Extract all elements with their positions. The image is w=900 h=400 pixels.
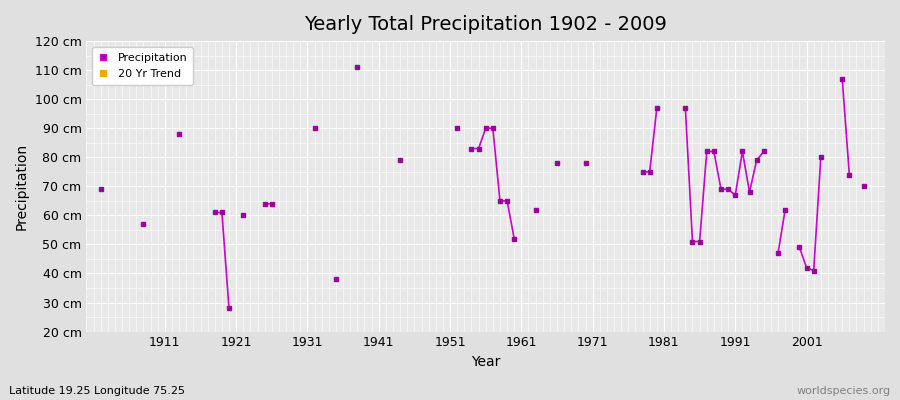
Text: Latitude 19.25 Longitude 75.25: Latitude 19.25 Longitude 75.25 (9, 386, 185, 396)
Y-axis label: Precipitation: Precipitation (15, 143, 29, 230)
X-axis label: Year: Year (471, 355, 500, 369)
Title: Yearly Total Precipitation 1902 - 2009: Yearly Total Precipitation 1902 - 2009 (304, 15, 667, 34)
Legend: Precipitation, 20 Yr Trend: Precipitation, 20 Yr Trend (92, 47, 193, 85)
Text: worldspecies.org: worldspecies.org (796, 386, 891, 396)
